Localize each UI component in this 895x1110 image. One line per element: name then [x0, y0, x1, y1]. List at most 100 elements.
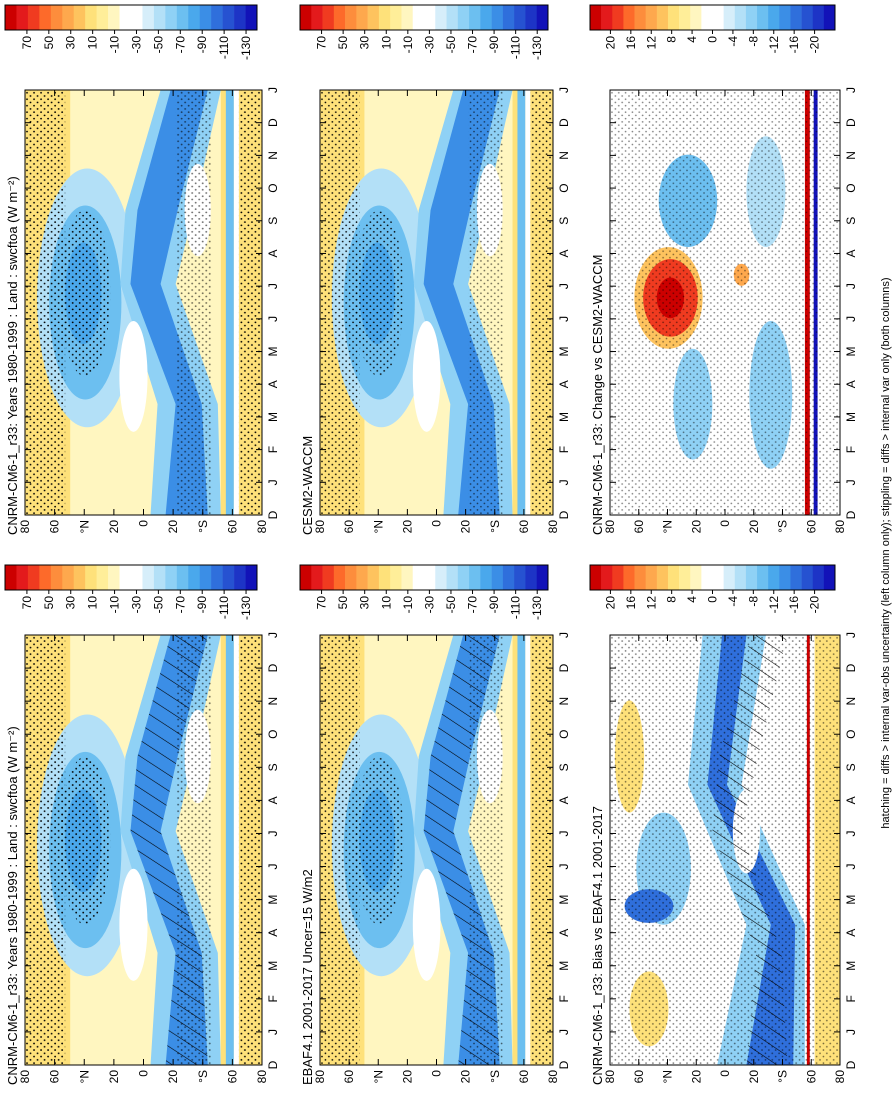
x-tick-label: M: [844, 895, 858, 905]
colorbar-tick-label: -30: [422, 36, 436, 54]
colorbar-box: [5, 5, 17, 30]
y-tick-label: 60: [48, 520, 62, 534]
colorbar-tick-label: -30: [422, 596, 436, 614]
colorbar-tick-label: 12: [644, 596, 658, 610]
colorbar-box: [378, 565, 391, 590]
x-tick-label: D: [557, 1060, 571, 1069]
x-tick-label: D: [266, 663, 280, 672]
colorbar-box: [119, 565, 132, 590]
x-tick-label: F: [266, 446, 280, 453]
colorbar-box: [16, 5, 29, 30]
colorbar-box: [734, 5, 747, 30]
colorbar-tick-label: -70: [173, 596, 187, 614]
x-tick-label: A: [844, 929, 858, 937]
colorbar-tick-label: -130: [530, 36, 544, 60]
colorbar-box: [96, 565, 109, 590]
colorbar-tick-label: 10: [379, 36, 393, 50]
colorbar-box: [590, 5, 602, 30]
colorbar-box: [480, 5, 492, 30]
colorbar-box: [322, 5, 335, 30]
x-tick-label: S: [557, 217, 571, 225]
colorbar-box: [333, 565, 346, 590]
y-tick-label: °S: [488, 520, 502, 533]
colorbar-tick-label: -10: [108, 596, 122, 614]
colorbar-box: [612, 5, 624, 30]
panel-title: CNRM-CM6-1_r33: Change vs CESM2-WACCM: [590, 254, 605, 535]
colorbar-box: [757, 565, 769, 590]
x-tick-label: J: [557, 864, 571, 870]
colorbar-box: [211, 5, 223, 30]
colorbar-box: [16, 565, 29, 590]
colorbar-box: [457, 5, 470, 30]
colorbar-box: [188, 5, 201, 30]
field: [25, 90, 262, 515]
y-tick-label: 80: [603, 520, 617, 534]
colorbar-box: [723, 565, 736, 590]
colorbar-box: [131, 565, 143, 590]
colorbar-box: [679, 565, 691, 590]
y-tick-label: °S: [776, 520, 790, 533]
y-tick-label: 20: [107, 1070, 121, 1084]
colorbar-box: [199, 565, 212, 590]
y-tick-label: 0: [718, 520, 732, 527]
colorbar-box: [234, 565, 246, 590]
panel: CNRM-CM6-1_r33: Years 1980-1999 : Land :…: [4, 564, 280, 1085]
colorbar-tick-label: -110: [509, 596, 523, 619]
colorbar-box: [39, 565, 52, 590]
colorbar-box: [5, 565, 17, 590]
y-tick-label: 20: [689, 520, 703, 534]
colorbar-box: [757, 5, 769, 30]
colorbar-box: [491, 5, 504, 30]
x-tick-label: N: [266, 697, 280, 706]
colorbar-box: [390, 5, 402, 30]
colorbar-tick-label: -70: [466, 596, 480, 614]
colorbar-box: [525, 5, 538, 30]
x-tick-label: J: [557, 830, 571, 836]
y-tick-label: 80: [255, 520, 269, 534]
x-tick-label: M: [844, 347, 858, 357]
colorbar-box: [153, 565, 166, 590]
y-tick-label: 20: [747, 1070, 761, 1084]
colorbar-tick-label: -70: [173, 36, 187, 54]
colorbar-box: [656, 565, 669, 590]
colorbar-tick-label: 20: [603, 36, 617, 50]
colorbar-tick-label: -10: [401, 36, 415, 54]
colorbar-box: [745, 565, 758, 590]
y-tick-label: 60: [804, 520, 818, 534]
y-tick-label: 80: [18, 520, 32, 534]
x-tick-label: J: [844, 479, 858, 485]
colorbar-box: [491, 565, 504, 590]
x-tick-label: D: [844, 510, 858, 519]
x-tick-label: J: [266, 283, 280, 289]
x-tick-label: A: [557, 380, 571, 388]
colorbar-tick-label: 0: [706, 596, 720, 603]
x-tick-label: M: [266, 347, 280, 357]
colorbar-box: [401, 5, 414, 30]
x-tick-label: O: [266, 183, 280, 192]
panel-title: CNRM-CM6-1_r33: Years 1980-1999 : Land :…: [5, 726, 20, 1085]
colorbar-box: [188, 565, 201, 590]
colorbar-box: [412, 565, 425, 590]
x-tick-label: F: [266, 995, 280, 1002]
colorbar-box: [612, 565, 624, 590]
x-tick-label: M: [557, 412, 571, 422]
colorbar-tick-label: 50: [42, 36, 56, 50]
y-tick-label: 60: [632, 520, 646, 534]
y-tick-label: 20: [400, 520, 414, 534]
colorbar-box: [311, 5, 323, 30]
colorbar-tick-label: -90: [487, 36, 501, 54]
colorbar-frame: [299, 564, 549, 591]
x-tick-label: D: [844, 1060, 858, 1069]
colorbar-box: [153, 5, 166, 30]
y-tick-label: 0: [430, 520, 444, 527]
colorbar-tick-label: 30: [64, 596, 78, 610]
colorbar-box: [27, 565, 40, 590]
colorbar-tick-label: -20: [808, 36, 822, 54]
x-tick-label: M: [557, 961, 571, 971]
y-tick-label: 0: [430, 1070, 444, 1077]
colorbar-box: [502, 5, 515, 30]
colorbar-tick-label: -50: [151, 36, 165, 54]
colorbar-box: [424, 565, 436, 590]
y-tick-label: 60: [48, 1070, 62, 1084]
